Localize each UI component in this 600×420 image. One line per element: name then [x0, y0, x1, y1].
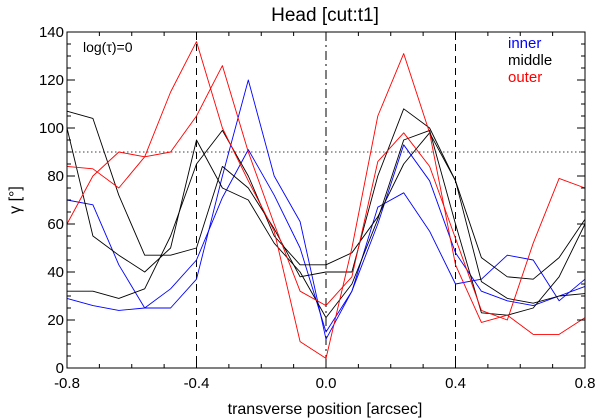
legend-item-inner: inner	[508, 35, 541, 52]
series-line-outer-6	[66, 65, 586, 321]
series-line-middle-4	[66, 127, 586, 319]
y-tick-label: 0	[56, 360, 64, 377]
y-tick-label: 100	[39, 120, 64, 137]
legend-item-outer: outer	[508, 69, 542, 86]
series-line-middle-3	[67, 129, 586, 304]
x-tick-label: 0.8	[575, 375, 596, 392]
series-line-inner-1	[66, 144, 586, 333]
x-axis-label: transverse position [arcsec]	[228, 401, 423, 418]
y-tick-label: 120	[39, 72, 64, 89]
x-tick-label: -0.4	[184, 375, 210, 392]
series-line-middle-2	[66, 108, 586, 280]
tau-annotation: log(τ)=0	[83, 39, 133, 55]
x-tick-label: -0.8	[54, 375, 80, 392]
y-tick-label: 140	[39, 24, 64, 41]
series-line-inner-0	[66, 79, 586, 340]
y-tick-label: 80	[47, 168, 64, 185]
chart-title: Head [cut:t1]	[271, 5, 379, 26]
legend-item-middle: middle	[508, 52, 552, 69]
y-tick-label: 60	[47, 216, 64, 233]
y-tick-label: 40	[47, 264, 64, 281]
x-tick-label: 0.0	[316, 375, 337, 392]
y-axis-label: γ [°]	[7, 186, 24, 214]
y-tick-label: 20	[47, 312, 64, 329]
x-tick-label: 0.4	[445, 375, 466, 392]
series-line-outer-5	[66, 41, 586, 359]
plot-area: -0.8 -0.4 0.0 0.4 0.8 0 20 40 60 80 100 120 140	[39, 24, 595, 392]
